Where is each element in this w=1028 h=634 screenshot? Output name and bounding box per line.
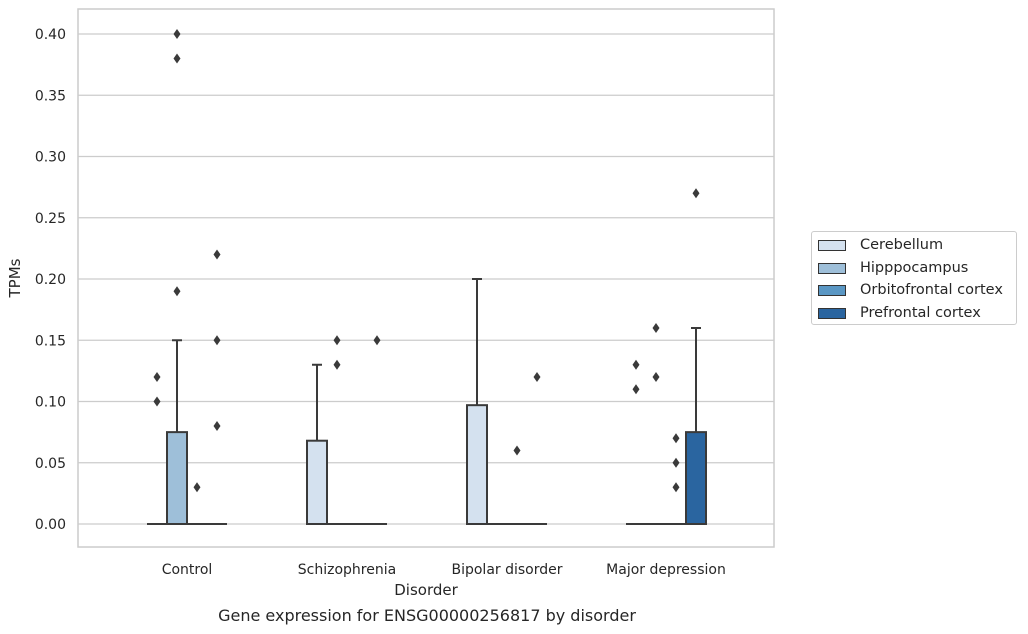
legend-swatch-prefrontal-cortex bbox=[818, 307, 846, 319]
box-prefrontal-cortex bbox=[527, 372, 547, 525]
y-tick-label: 0.30 bbox=[35, 150, 66, 166]
outlier-point bbox=[333, 335, 341, 346]
outlier-point bbox=[213, 421, 221, 431]
outlier-point bbox=[632, 384, 640, 395]
legend-swatch-hippocampus bbox=[818, 262, 846, 274]
outlier-point bbox=[652, 372, 660, 382]
outlier-point bbox=[213, 335, 221, 346]
box-cerebellum bbox=[306, 363, 328, 526]
x-tick-label: Major depression bbox=[606, 562, 726, 578]
box-cerebellum bbox=[626, 359, 646, 525]
boxes bbox=[147, 29, 707, 526]
legend: Cerebellum Hipppocampus Orbitofrontal co… bbox=[811, 231, 1017, 325]
x-tick-label: Bipolar disorder bbox=[451, 562, 562, 578]
box-rect bbox=[306, 439, 328, 526]
box-hipppocampus bbox=[166, 29, 188, 525]
legend-item-prefrontal-cortex: Prefrontal cortex bbox=[818, 303, 981, 323]
box-prefrontal-cortex bbox=[367, 335, 387, 525]
legend-item-orbitofrontal-cortex: Orbitofrontal cortex bbox=[818, 280, 1003, 300]
x-tick-label: Schizophrenia bbox=[298, 562, 396, 578]
outlier-point bbox=[632, 359, 640, 370]
box-orbitofrontal-cortex bbox=[507, 445, 527, 525]
outlier-point bbox=[513, 445, 521, 456]
legend-item-hippocampus: Hipppocampus bbox=[818, 258, 968, 278]
box-rect bbox=[685, 431, 707, 525]
box-orbitofrontal-cortex bbox=[666, 433, 686, 525]
legend-label-cerebellum: Cerebellum bbox=[860, 237, 944, 253]
outlier-point bbox=[373, 335, 381, 346]
outlier-point bbox=[213, 249, 221, 260]
y-axis-label: TPMs bbox=[6, 258, 24, 298]
box-hipppocampus bbox=[327, 335, 347, 525]
outlier-point bbox=[193, 482, 201, 493]
outlier-point bbox=[672, 433, 680, 444]
box-cerebellum bbox=[147, 372, 167, 525]
outlier-point bbox=[153, 372, 161, 382]
outlier-point bbox=[153, 396, 161, 407]
legend-label-prefrontal-cortex: Prefrontal cortex bbox=[860, 305, 981, 321]
outlier-point bbox=[672, 482, 680, 493]
y-tick-label: 0.35 bbox=[35, 88, 66, 104]
outlier-point bbox=[533, 372, 541, 382]
box-orbitofrontal-cortex bbox=[187, 482, 207, 525]
outlier-point bbox=[173, 53, 181, 64]
box-hipppocampus bbox=[646, 323, 666, 525]
box-rect bbox=[466, 404, 488, 525]
y-tick-label: 0.15 bbox=[35, 333, 66, 349]
outlier-point bbox=[173, 286, 181, 297]
y-tick-label: 0.05 bbox=[35, 456, 66, 472]
box-prefrontal-cortex bbox=[685, 188, 707, 525]
x-axis-label: Disorder bbox=[394, 581, 458, 599]
y-tick-label: 0.40 bbox=[35, 27, 66, 43]
outlier-point bbox=[692, 188, 700, 199]
outlier-point bbox=[672, 457, 680, 468]
box-rect bbox=[166, 431, 188, 525]
legend-swatch-orbitofrontal-cortex bbox=[818, 284, 846, 296]
y-tick-label: 0.25 bbox=[35, 211, 66, 227]
outlier-point bbox=[652, 323, 660, 333]
legend-label-hippocampus: Hipppocampus bbox=[860, 260, 969, 276]
legend-label-orbitofrontal-cortex: Orbitofrontal cortex bbox=[860, 282, 1003, 298]
plot-area-frame bbox=[77, 8, 775, 548]
x-tick-label: Control bbox=[162, 562, 213, 578]
legend-swatch-cerebellum bbox=[818, 239, 846, 251]
legend-item-cerebellum: Cerebellum bbox=[818, 235, 943, 255]
tick-labels: 0.00 0.05 0.10 0.15 0.20 0.25 0.30 0.35 0.40 Cont… bbox=[35, 27, 726, 578]
gridlines bbox=[78, 33, 774, 525]
y-tick-label: 0.00 bbox=[35, 517, 66, 533]
y-tick-label: 0.10 bbox=[35, 395, 66, 411]
outlier-point bbox=[333, 359, 341, 370]
y-tick-label: 0.20 bbox=[35, 272, 66, 288]
chart-caption: Gene expression for ENSG00000256817 by d… bbox=[218, 606, 636, 625]
box-prefrontal-cortex bbox=[207, 249, 227, 525]
outlier-point bbox=[173, 29, 181, 39]
box-cerebellum bbox=[466, 278, 488, 525]
